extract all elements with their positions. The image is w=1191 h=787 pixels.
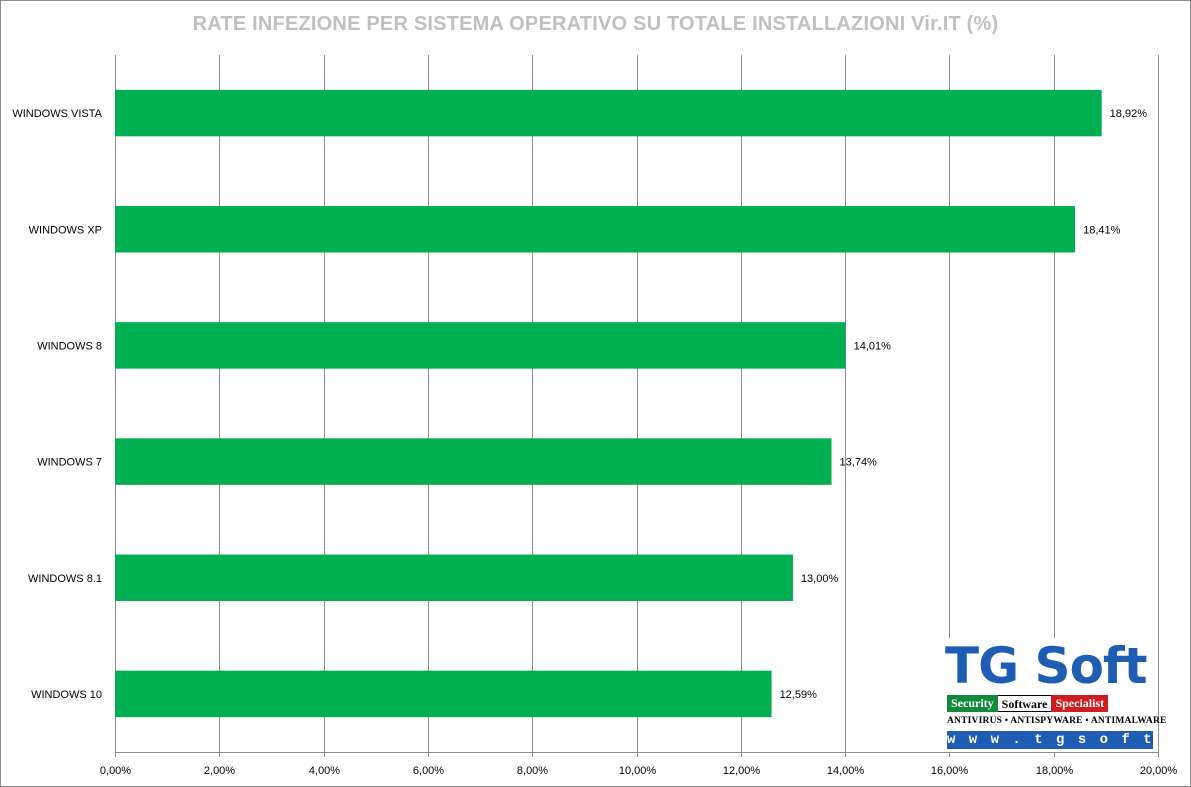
x-tick-label-4: 8,00% (517, 765, 548, 777)
category-label-3: WINDOWS 7 (37, 457, 102, 469)
logo-bar: Security Software Specialist (947, 695, 1109, 712)
value-label-5: 12,59% (780, 689, 818, 701)
value-label-2: 14,01% (854, 340, 892, 352)
bar-1 (115, 206, 1076, 253)
x-tick-label-6: 12,00% (723, 765, 761, 777)
logo-bar-specialist: Specialist (1051, 695, 1109, 712)
value-label-4: 13,00% (801, 573, 839, 585)
category-label-0: WINDOWS VISTA (12, 108, 102, 120)
x-tick-label-10: 20,00% (1140, 765, 1178, 777)
value-label-3: 13,74% (840, 457, 878, 469)
tg-soft-logo: TG Soft Security Software Specialist ANT… (945, 637, 1167, 752)
x-tick-label-2: 4,00% (309, 765, 340, 777)
x-tick-label-9: 18,00% (1036, 765, 1074, 777)
logo-url: w w w . t g s o f t . i t (947, 731, 1153, 749)
logo-bar-software: Software (997, 695, 1052, 712)
x-tick-label-1: 2,00% (204, 765, 235, 777)
category-label-5: WINDOWS 10 (31, 689, 102, 701)
category-label-1: WINDOWS XP (29, 224, 102, 236)
x-tick-label-5: 10,00% (619, 765, 657, 777)
category-label-2: WINDOWS 8 (37, 340, 102, 352)
bar-5 (115, 670, 772, 718)
chart-title: RATE INFEZIONE PER SISTEMA OPERATIVO SU … (192, 13, 999, 35)
value-label-1: 18,41% (1083, 224, 1121, 236)
logo-tagline: ANTIVIRUS • ANTISPYWARE • ANTIMALWARE (947, 716, 1167, 726)
bar-4 (115, 554, 793, 601)
category-label-4: WINDOWS 8.1 (28, 573, 102, 585)
bar-3 (115, 438, 832, 485)
x-tick-label-8: 16,00% (931, 765, 969, 777)
bar-2 (115, 322, 846, 369)
x-tick-label-0: 0,00% (100, 765, 131, 777)
logo-bar-security: Security (947, 695, 998, 712)
x-tick-label-7: 14,00% (827, 765, 865, 777)
value-label-0: 18,92% (1110, 108, 1148, 120)
x-tick-label-3: 6,00% (413, 765, 444, 777)
bar-0 (115, 89, 1102, 137)
logo-wordmark: TG Soft (945, 637, 1148, 695)
